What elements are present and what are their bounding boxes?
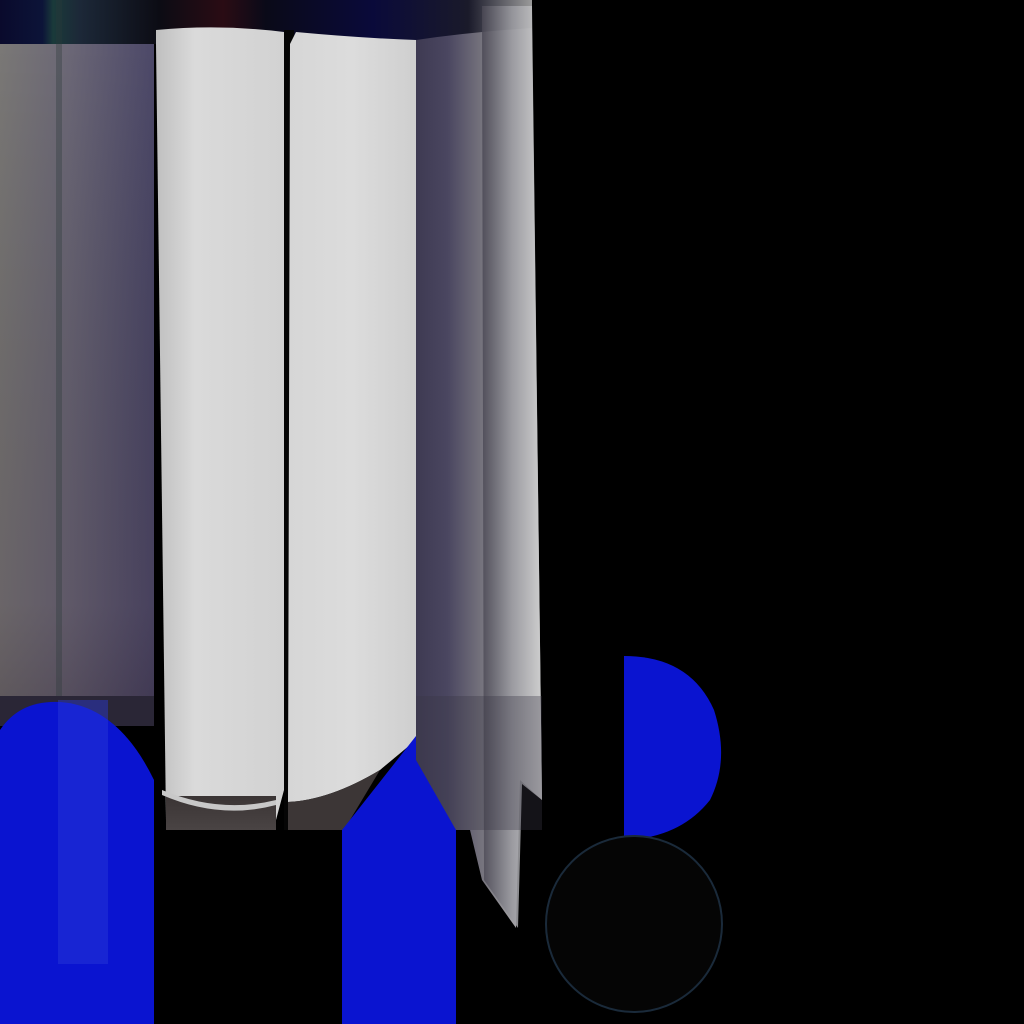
blue-shape-right	[624, 656, 722, 840]
white-panel-2	[288, 32, 416, 802]
white-panel-1	[156, 27, 284, 820]
left-panel-shade	[0, 44, 154, 704]
white-panel-2-base	[288, 770, 380, 830]
dark-sphere	[545, 835, 723, 1013]
white-panel-1-curve	[162, 790, 276, 811]
left-panel-seam	[56, 0, 62, 1024]
blue-shape-left	[0, 701, 154, 1024]
blue-shape-left-highlight	[58, 700, 108, 964]
blue-shape-center	[342, 736, 456, 1024]
right-curl-strip	[482, 6, 542, 928]
